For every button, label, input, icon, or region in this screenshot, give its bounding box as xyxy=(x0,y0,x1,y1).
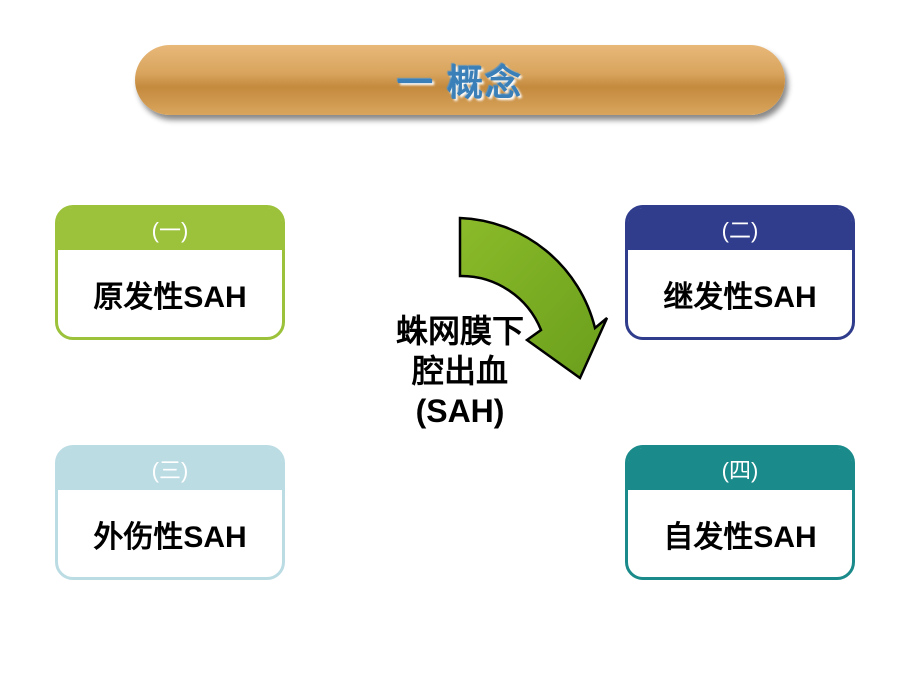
card-2: (二)继发性SAH xyxy=(625,205,855,340)
card-1-header: (一) xyxy=(58,208,282,250)
center-line2: 腔出血 xyxy=(412,353,508,389)
card-4: (四)自发性SAH xyxy=(625,445,855,580)
center-label: 蛛网膜下 腔出血 (SAH) xyxy=(380,311,540,431)
card-3-header: (三) xyxy=(58,448,282,490)
diagram-area: 蛛网膜下 腔出血 (SAH) (一)原发性SAH (二)继发性SAH (三)外伤性S… xyxy=(0,170,920,690)
card-1-body: 原发性SAH xyxy=(58,250,282,338)
center-line1: 蛛网膜下 xyxy=(396,313,524,349)
card-1: (一)原发性SAH xyxy=(55,205,285,340)
card-3-body: 外伤性SAH xyxy=(58,490,282,578)
title-text: 一 概念 xyxy=(397,54,523,106)
card-2-header: (二) xyxy=(628,208,852,250)
title-bar: 一 概念 xyxy=(135,45,785,115)
card-4-header: (四) xyxy=(628,448,852,490)
card-4-body: 自发性SAH xyxy=(628,490,852,578)
card-3: (三)外伤性SAH xyxy=(55,445,285,580)
card-2-body: 继发性SAH xyxy=(628,250,852,338)
center-line3: (SAH) xyxy=(416,393,505,429)
